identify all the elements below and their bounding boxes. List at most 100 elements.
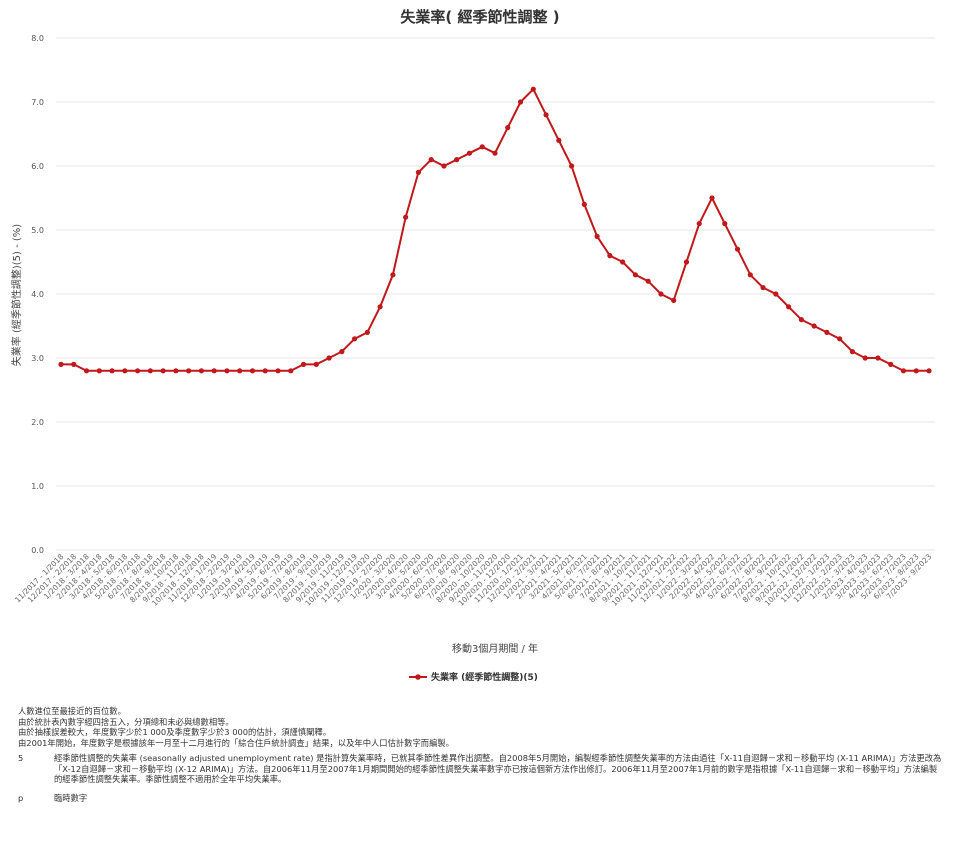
data-point[interactable] bbox=[300, 361, 307, 367]
data-point[interactable] bbox=[403, 214, 409, 220]
data-point[interactable] bbox=[926, 368, 932, 374]
footnote-key: p bbox=[18, 792, 24, 803]
y-tick-label: 1.0 bbox=[31, 482, 44, 491]
data-point[interactable] bbox=[607, 253, 613, 259]
footnote: 5 經季節性調整的失業率 (seasonally adjusted unempl… bbox=[18, 753, 943, 785]
chart-title: 失業率( 經季節性調整 ) bbox=[400, 8, 560, 26]
data-point[interactable] bbox=[313, 361, 319, 367]
data-point[interactable] bbox=[875, 355, 881, 361]
data-point[interactable] bbox=[505, 125, 511, 131]
data-point[interactable] bbox=[83, 368, 90, 374]
note-line: 由於抽樣誤差較大，年度數字少於1 000及季度數字少於3 000的估計，須謹慎闡… bbox=[18, 727, 332, 737]
data-point[interactable] bbox=[734, 246, 741, 252]
data-point[interactable] bbox=[696, 221, 702, 227]
data-point[interactable] bbox=[811, 323, 817, 329]
data-point[interactable] bbox=[466, 150, 473, 156]
y-tick-label: 6.0 bbox=[31, 162, 44, 171]
data-point[interactable] bbox=[390, 272, 396, 278]
y-tick-label: 8.0 bbox=[31, 34, 44, 43]
data-point[interactable] bbox=[134, 368, 141, 374]
data-point[interactable] bbox=[683, 259, 690, 265]
grid-lines bbox=[56, 37, 935, 551]
data-point[interactable] bbox=[594, 233, 600, 239]
data-point[interactable] bbox=[377, 304, 383, 310]
data-point[interactable] bbox=[96, 368, 102, 374]
data-points[interactable] bbox=[58, 86, 932, 374]
data-point[interactable] bbox=[888, 361, 894, 367]
data-point[interactable] bbox=[658, 291, 664, 297]
line-chart: 0.0 1.0 2.0 3.0 4.0 5.0 6.0 7.0 8.0 11/2017 - 1/… bbox=[10, 34, 935, 683]
data-point[interactable] bbox=[326, 355, 332, 361]
data-point[interactable] bbox=[849, 349, 856, 355]
data-point[interactable] bbox=[785, 304, 792, 310]
data-point[interactable] bbox=[275, 368, 281, 374]
note-line: 人數進位至最接近的百位數。 bbox=[18, 706, 126, 716]
data-point[interactable] bbox=[364, 329, 370, 335]
note-line: 由2001年開始，年度數字是根據該年一月至十二月進行的「綜合住戶統計調查」結果，… bbox=[18, 737, 454, 748]
data-point[interactable] bbox=[709, 195, 715, 201]
data-point[interactable] bbox=[913, 368, 919, 374]
data-point[interactable] bbox=[530, 86, 536, 92]
data-point[interactable] bbox=[351, 336, 358, 342]
data-point[interactable] bbox=[492, 150, 498, 156]
data-point[interactable] bbox=[71, 361, 77, 367]
data-point[interactable] bbox=[160, 368, 166, 374]
notes-section: 人數進位至最接近的百位數。 由於統計表內數字經四捨五入，分項總和未必與總數相等。… bbox=[18, 706, 943, 803]
footnote-text: 經季節性調整的失業率 (seasonally adjusted unemploy… bbox=[54, 753, 942, 784]
data-point[interactable] bbox=[198, 368, 205, 374]
data-point[interactable] bbox=[620, 259, 626, 265]
footnote-text: 臨時數字 bbox=[54, 792, 88, 803]
y-tick-label: 5.0 bbox=[31, 226, 44, 235]
data-point[interactable] bbox=[224, 368, 230, 374]
data-point[interactable] bbox=[186, 368, 192, 374]
data-point[interactable] bbox=[671, 297, 677, 303]
y-tick-label: 2.0 bbox=[31, 418, 44, 427]
data-point[interactable] bbox=[722, 221, 728, 227]
data-point[interactable] bbox=[747, 272, 753, 278]
y-tick-label: 3.0 bbox=[31, 354, 44, 363]
data-point[interactable] bbox=[262, 368, 268, 374]
y-tick-label: 7.0 bbox=[31, 98, 44, 107]
data-point[interactable] bbox=[837, 336, 843, 342]
data-point[interactable] bbox=[568, 163, 575, 169]
data-point[interactable] bbox=[147, 368, 153, 374]
data-point[interactable] bbox=[454, 157, 460, 163]
footnote-key: 5 bbox=[18, 753, 24, 763]
data-point[interactable] bbox=[441, 163, 447, 169]
data-point[interactable] bbox=[517, 99, 524, 105]
legend-label: 失業率 (經季節性調整)(5) bbox=[431, 671, 538, 683]
y-tick-label: 0.0 bbox=[31, 546, 44, 555]
data-point[interactable] bbox=[211, 368, 217, 374]
data-point[interactable] bbox=[249, 368, 256, 374]
data-point[interactable] bbox=[543, 112, 549, 118]
data-point[interactable] bbox=[773, 291, 779, 297]
data-point[interactable] bbox=[122, 368, 128, 374]
data-point[interactable] bbox=[479, 144, 485, 150]
data-point[interactable] bbox=[339, 349, 345, 355]
data-point[interactable] bbox=[760, 285, 766, 291]
legend-dot-marker bbox=[415, 674, 421, 680]
footnote: p 臨時數字 bbox=[18, 793, 943, 804]
y-tick-labels: 0.0 1.0 2.0 3.0 4.0 5.0 6.0 7.0 8.0 bbox=[31, 34, 44, 555]
y-axis-label: 失業率 (經季節性調整)(5) - (%) bbox=[10, 224, 23, 367]
data-point[interactable] bbox=[109, 368, 115, 374]
data-point[interactable] bbox=[798, 317, 804, 323]
legend[interactable]: 失業率 (經季節性調整)(5) bbox=[409, 671, 538, 683]
data-point[interactable] bbox=[581, 201, 587, 207]
data-point[interactable] bbox=[862, 355, 868, 361]
y-tick-label: 4.0 bbox=[31, 290, 44, 299]
data-point[interactable] bbox=[58, 361, 64, 367]
x-axis-label: 移動3個月期間 / 年 bbox=[452, 642, 538, 655]
data-point[interactable] bbox=[173, 368, 179, 374]
data-point[interactable] bbox=[288, 368, 294, 374]
note-line: 由於統計表內數字經四捨五入，分項總和未必與總數相等。 bbox=[18, 716, 234, 727]
data-point[interactable] bbox=[415, 169, 422, 175]
data-point[interactable] bbox=[237, 368, 243, 374]
data-point[interactable] bbox=[428, 157, 434, 163]
data-point[interactable] bbox=[645, 278, 651, 284]
data-point[interactable] bbox=[824, 329, 830, 335]
data-point[interactable] bbox=[632, 272, 639, 278]
data-point[interactable] bbox=[556, 137, 562, 143]
data-point[interactable] bbox=[900, 368, 907, 374]
